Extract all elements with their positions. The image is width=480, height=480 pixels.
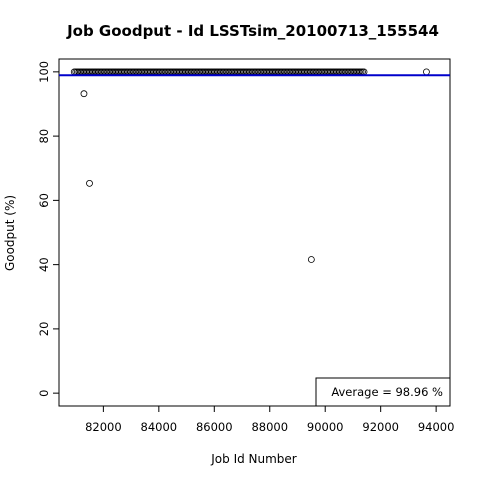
data-point [80, 90, 88, 98]
y-tick-label: 80 [37, 129, 51, 144]
data-point [307, 256, 315, 263]
y-tick-label: 40 [37, 257, 51, 272]
x-tick-label: 86000 [196, 420, 233, 434]
x-tick-label: 94000 [418, 420, 455, 434]
x-tick-label: 82000 [85, 420, 122, 434]
x-tick-label: 90000 [307, 420, 344, 434]
y-tick-label: 100 [37, 61, 51, 83]
axes: 82000 84000 86000 88000 90000 92000 94000 0 20 40… [37, 61, 454, 434]
y-axis-label: Goodput (%) [3, 195, 17, 271]
plot-area [58, 58, 451, 407]
legend-text: Average = 98.96 % [331, 385, 443, 399]
x-tick-label: 92000 [362, 420, 399, 434]
data-point [86, 179, 93, 187]
data-points [70, 68, 430, 263]
y-tick-label: 20 [37, 322, 51, 337]
y-tick-label: 0 [37, 389, 51, 396]
x-tick-label: 88000 [251, 420, 288, 434]
y-tick-label: 60 [37, 193, 51, 208]
x-axis-label: Job Id Number [210, 452, 297, 466]
data-point [423, 68, 430, 76]
legend-box [315, 377, 451, 407]
chart-title: Job Goodput - Id LSSTsim_20100713_155544 [66, 22, 439, 40]
x-tick-label: 84000 [141, 420, 178, 434]
legend: Average = 98.96 % [315, 377, 451, 407]
